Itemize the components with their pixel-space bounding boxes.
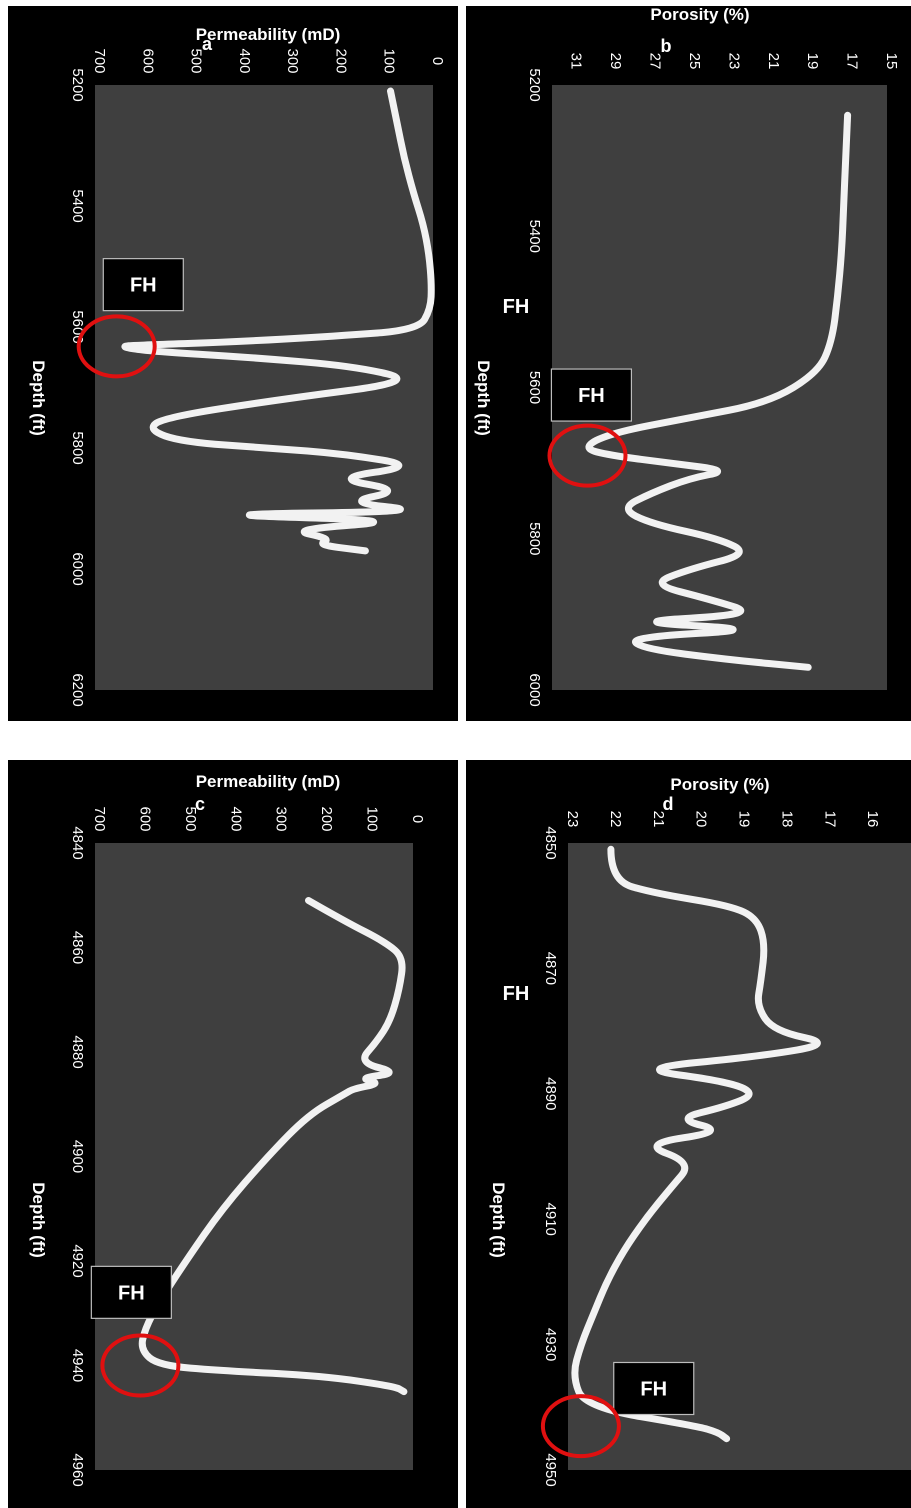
chart-panel-c: 0 100 200 300 400 500 600 700 4840 4860 4880 4900 49… (8, 760, 458, 1508)
y-axis-title: Permeability (mD) (196, 772, 341, 791)
y-tick-label: 17 (821, 811, 838, 828)
y-tick-label: 15 (883, 53, 900, 70)
y-tick-label: 31 (568, 53, 585, 70)
fh-label-box (102, 258, 184, 312)
fh-highlight-circle (76, 314, 157, 379)
x-tick-label: 5400 (526, 220, 543, 253)
fh-highlight-circle (540, 1394, 621, 1459)
x-tick-label: 6000 (526, 673, 543, 706)
y-tick-label: 600 (139, 48, 156, 73)
x-axis-title: Depth (ft) (29, 360, 48, 436)
plot-area (95, 843, 413, 1470)
y-tick-label: 200 (318, 806, 335, 831)
x-tick-label: 4880 (69, 1035, 86, 1068)
x-tick-label: 5200 (526, 68, 543, 101)
y-tick-label: 21 (650, 811, 667, 828)
fh-label-text: FH (640, 1378, 667, 1400)
y-tick-label: 19 (804, 53, 821, 70)
y-tick-label: 700 (91, 48, 108, 73)
fh-label-box (550, 368, 633, 422)
fh-highlight-circle (100, 1333, 181, 1398)
x-tick-label: 4870 (542, 952, 559, 985)
y-tick-label: 17 (844, 53, 861, 70)
fh-label-box (613, 1361, 695, 1416)
panel-letter: b (661, 36, 672, 56)
x-tick-label: 6200 (69, 673, 86, 706)
series-line (571, 845, 821, 1443)
series-line (121, 87, 435, 555)
y-tick-label: 25 (686, 53, 703, 70)
y-tick-label: 22 (607, 811, 624, 828)
y-tick-label: 700 (91, 806, 108, 831)
y-tick-label: 23 (725, 53, 742, 70)
x-tick-label: 5800 (69, 431, 86, 464)
panel-letter: c (195, 794, 205, 814)
panel-letter: d (663, 794, 674, 814)
x-axis-title: Depth (ft) (489, 1182, 508, 1258)
x-tick-label: 6000 (69, 552, 86, 585)
y-tick-label: 29 (607, 53, 624, 70)
x-tick-label: 4900 (69, 1140, 86, 1173)
y-tick-label: 500 (182, 806, 199, 831)
fh-label-text: FH (578, 385, 605, 407)
chart-panel-d: 15 16 17 18 19 20 21 22 23 4850 4870 4890 4910 4930 49… (466, 760, 911, 1508)
panel-letter: a (202, 34, 213, 54)
fh-label-text: FH (118, 1282, 145, 1304)
chart-panel-a: 0 100 200 300 400 500 600 700 5200 5400 5600 5800 60… (8, 6, 458, 721)
y-tick-label: 15 (907, 811, 911, 828)
x-tick-label: 4920 (69, 1244, 86, 1277)
y-tick-label: 500 (188, 48, 205, 73)
x-tick-label: 4950 (542, 1453, 559, 1486)
y-tick-label: 100 (381, 48, 398, 73)
series-line (138, 897, 408, 1396)
x-tick-label: 4910 (542, 1203, 559, 1236)
y-tick-label: 16 (864, 811, 881, 828)
fh-axis-label: FH (503, 983, 530, 1005)
y-tick-label: 23 (564, 811, 581, 828)
y-axis-title: Porosity (%) (670, 775, 769, 794)
y-axis-title: Porosity (%) (650, 5, 749, 24)
y-tick-label: 200 (332, 48, 349, 73)
x-axis-title: Depth (ft) (474, 360, 493, 436)
x-tick-label: 4860 (69, 931, 86, 964)
x-axis-title: Depth (ft) (29, 1182, 48, 1258)
y-tick-label: 600 (136, 806, 153, 831)
y-tick-label: 100 (364, 806, 381, 831)
y-tick-label: 20 (693, 811, 710, 828)
x-tick-label: 4850 (542, 826, 559, 859)
y-tick-label: 400 (236, 48, 253, 73)
y-tick-label: 21 (765, 53, 782, 70)
series-line (585, 111, 852, 671)
chart-panel-b: 15 17 19 21 23 25 27 29 31 5200 5400 5600 5800 6000 Po… (466, 5, 911, 721)
x-tick-label: 5800 (526, 522, 543, 555)
x-tick-label: 5600 (69, 310, 86, 343)
y-tick-label: 300 (284, 48, 301, 73)
y-tick-label: 0 (429, 57, 446, 65)
y-axis-title: Permeability (mD) (196, 25, 341, 44)
x-tick-label: 4960 (69, 1453, 86, 1486)
y-tick-label: 27 (647, 53, 664, 70)
y-tick-label: 18 (778, 811, 795, 828)
x-tick-label: 4940 (69, 1349, 86, 1382)
y-tick-label: 300 (273, 806, 290, 831)
y-tick-label: 400 (227, 806, 244, 831)
x-tick-label: 4840 (69, 826, 86, 859)
fh-axis-label: FH (503, 296, 530, 318)
x-tick-label: 5400 (69, 189, 86, 222)
x-tick-label: 5200 (69, 68, 86, 101)
fh-label-box (90, 1265, 172, 1319)
y-tick-label: 19 (736, 811, 753, 828)
fh-label-text: FH (130, 275, 157, 297)
x-tick-label: 4930 (542, 1328, 559, 1361)
y-tick-label: 0 (409, 815, 426, 823)
x-tick-label: 4890 (542, 1077, 559, 1110)
x-tick-label: 5600 (526, 371, 543, 404)
fh-highlight-circle (547, 423, 628, 488)
